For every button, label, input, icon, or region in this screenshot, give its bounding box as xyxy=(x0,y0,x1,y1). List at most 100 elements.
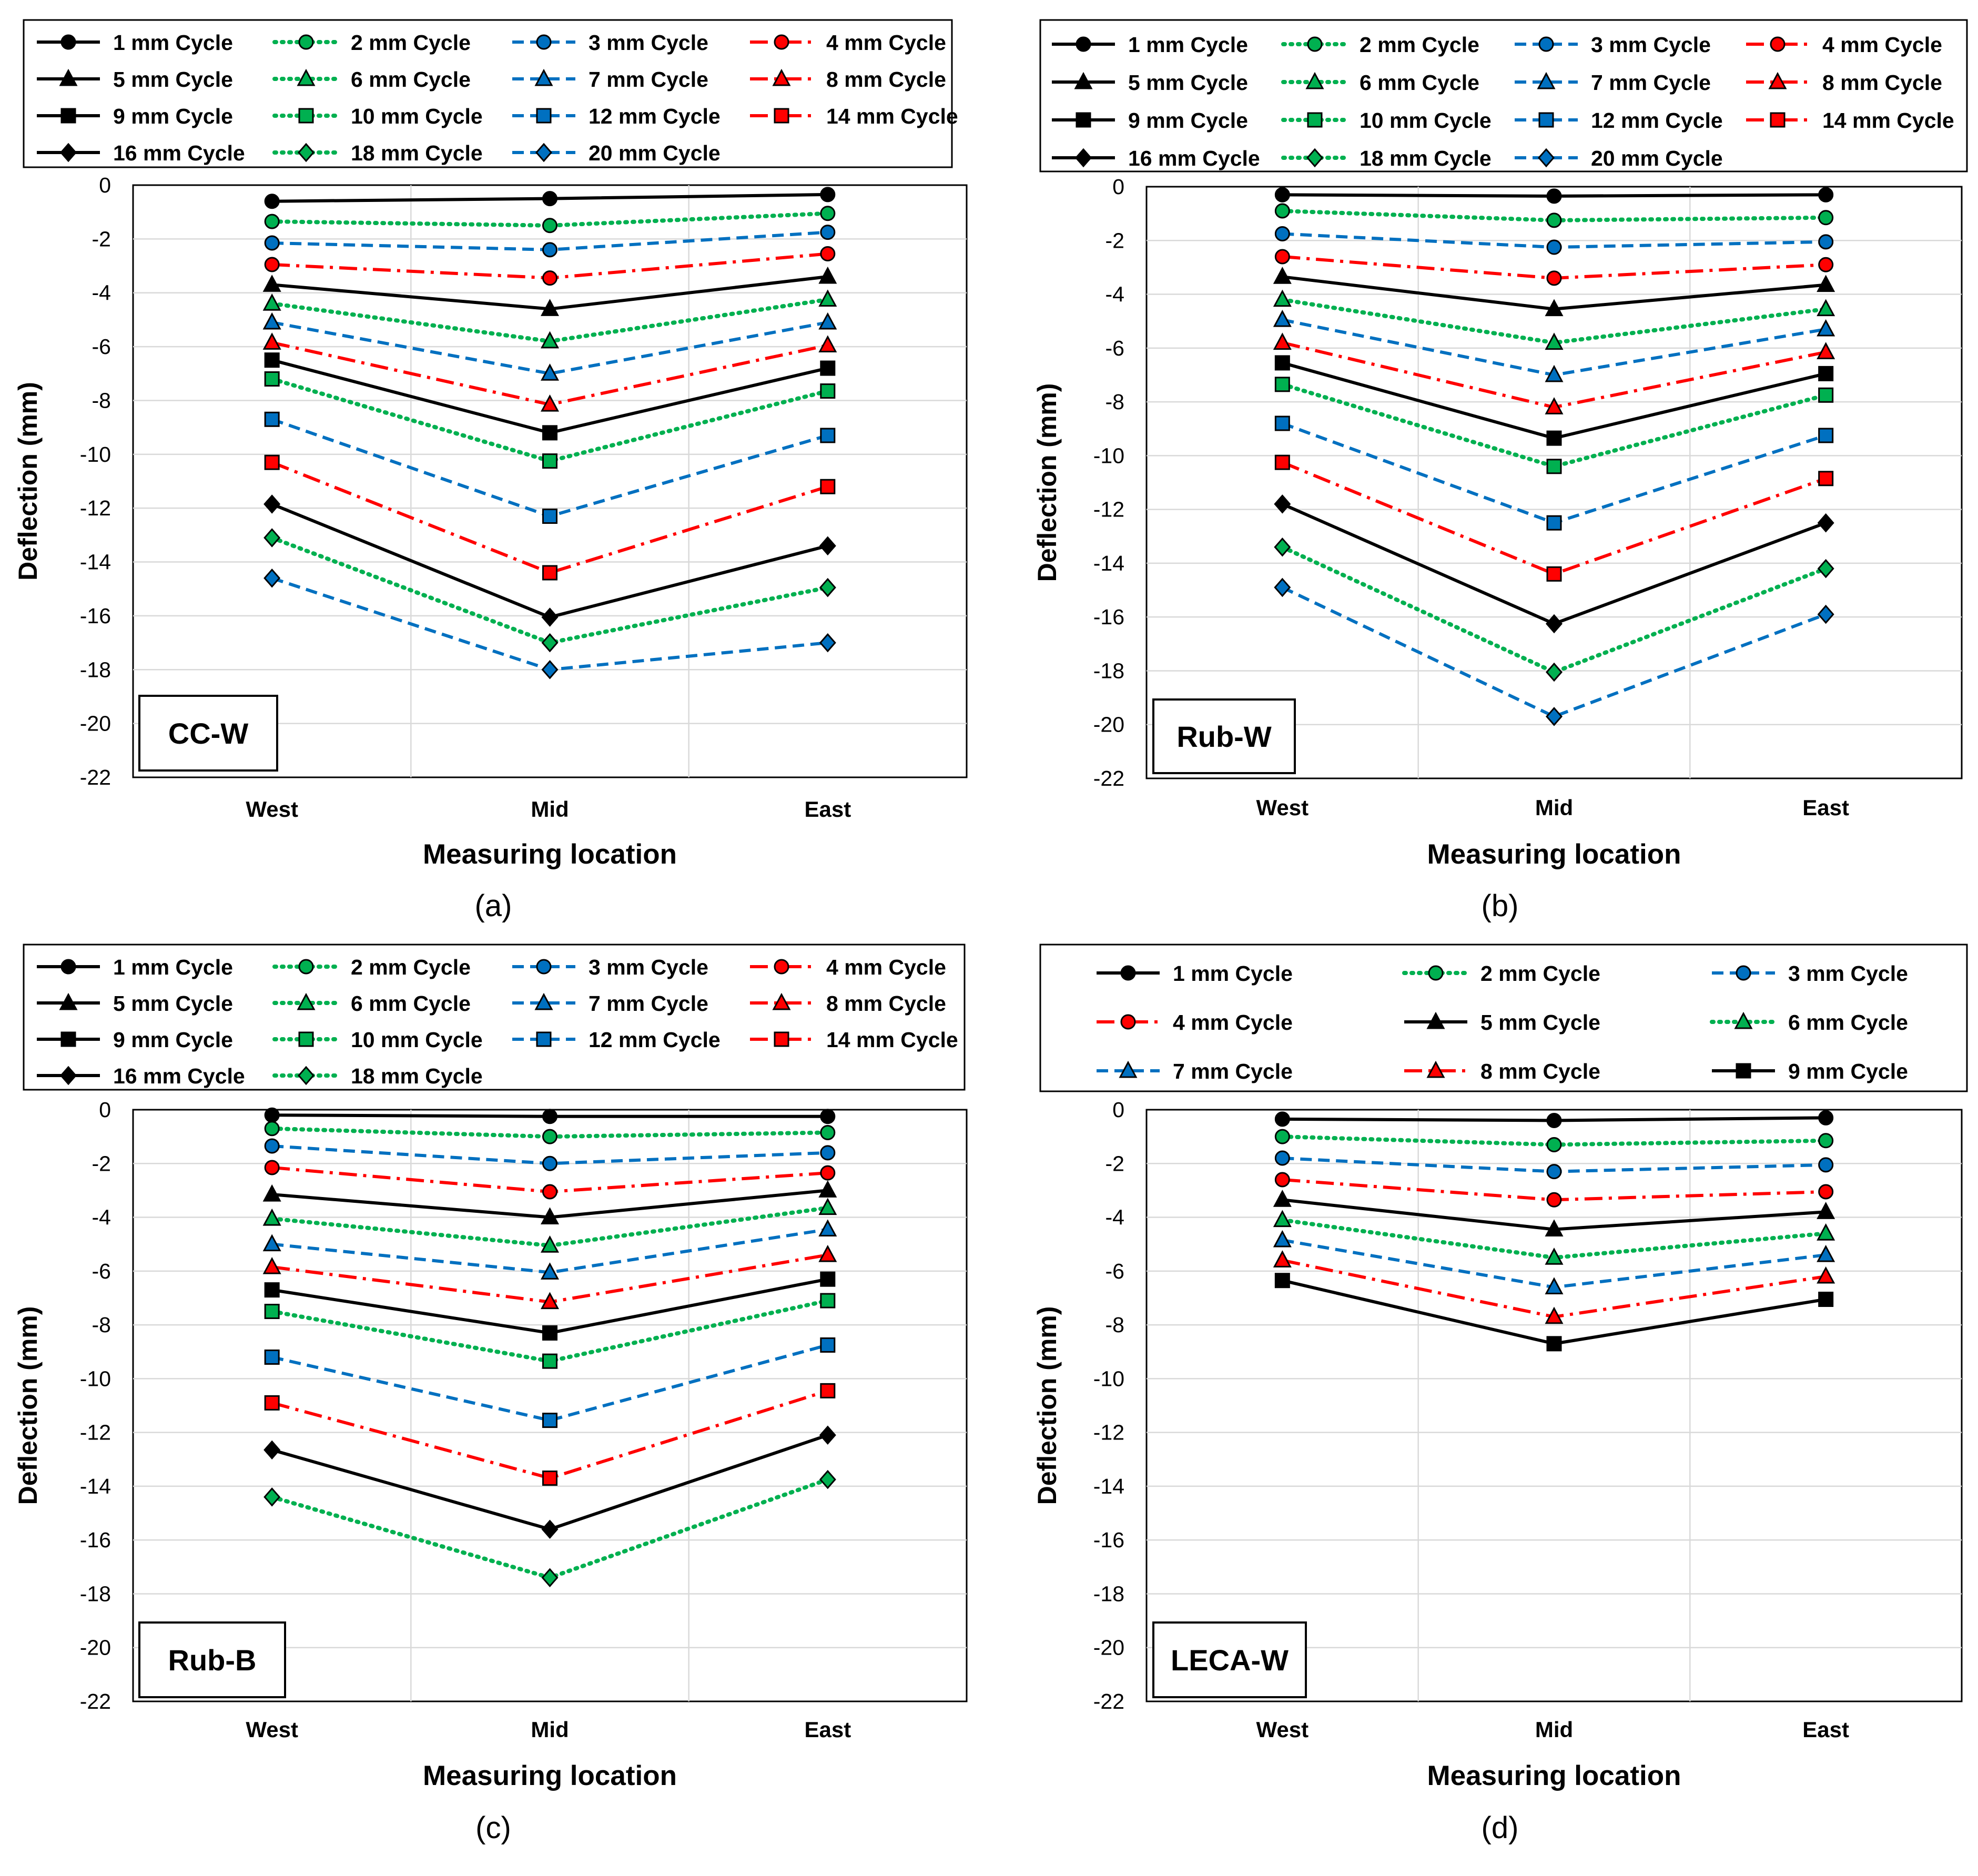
legend-label: 6 mm Cycle xyxy=(351,991,471,1016)
legend-marker xyxy=(1538,148,1555,168)
legend-marker xyxy=(774,34,789,50)
series-18-mm-cycle xyxy=(263,1469,836,1588)
series-7-mm-cycle xyxy=(262,1219,837,1280)
data-point-west xyxy=(1274,1172,1290,1188)
data-point-east xyxy=(1818,428,1834,443)
data-point-west xyxy=(264,454,280,470)
y-tick-label: -2 xyxy=(92,227,111,251)
data-point-west xyxy=(1274,249,1290,265)
x-tick-label-east: East xyxy=(804,797,851,822)
panel-caption: (b) xyxy=(1482,889,1519,923)
legend-label: 14 mm Cycle xyxy=(826,1028,958,1052)
legend-label: 5 mm Cycle xyxy=(113,991,233,1016)
legend-marker xyxy=(1076,112,1091,128)
legend-marker xyxy=(535,143,552,163)
legend-item-8-mm-cycle: 8 mm Cycle xyxy=(750,991,946,1016)
legend-marker xyxy=(1426,1011,1445,1029)
data-point-east xyxy=(818,266,837,284)
data-point-east xyxy=(1818,387,1834,403)
data-point-mid xyxy=(542,1325,557,1341)
data-point-east xyxy=(820,206,836,221)
legend-marker xyxy=(1770,36,1786,52)
legend-label: 18 mm Cycle xyxy=(351,1064,483,1088)
data-point-east xyxy=(818,1180,837,1198)
data-point-mid xyxy=(541,660,559,680)
series-7-mm-cycle xyxy=(1273,1230,1835,1294)
data-point-mid xyxy=(1545,397,1564,414)
y-tick-label: -22 xyxy=(80,1689,111,1713)
data-point-east xyxy=(819,577,836,597)
series-6-mm-cycle xyxy=(262,1198,837,1253)
legend-item-5-mm-cycle: 5 mm Cycle xyxy=(37,991,233,1016)
data-point-west xyxy=(262,1184,281,1202)
data-point-east xyxy=(820,428,836,443)
legend-label: 16 mm Cycle xyxy=(113,1064,245,1088)
legend-item-2-mm-cycle: 2 mm Cycle xyxy=(1281,33,1479,57)
legend-marker xyxy=(536,1031,552,1047)
legend-box xyxy=(23,19,953,168)
legend-marker xyxy=(1736,965,1751,981)
legend-item-20-mm-cycle: 20 mm Cycle xyxy=(512,141,721,165)
y-axis-title: Deflection (mm) xyxy=(13,382,43,581)
y-tick-label: -20 xyxy=(1093,713,1124,737)
data-point-mid xyxy=(1545,1248,1564,1265)
legend-item-8-mm-cycle: 8 mm Cycle xyxy=(1404,1059,1600,1083)
data-point-west xyxy=(262,332,281,350)
legend-marker xyxy=(1537,72,1556,89)
series-10-mm-cycle xyxy=(264,371,836,469)
legend-label: 12 mm Cycle xyxy=(589,1028,721,1052)
series-6-mm-cycle xyxy=(262,289,837,349)
data-point-east xyxy=(818,312,837,330)
series-3-mm-cycle xyxy=(264,225,836,258)
legend-box xyxy=(23,944,966,1091)
data-point-east xyxy=(820,1337,836,1353)
data-point-west xyxy=(1274,1273,1290,1289)
legend-marker xyxy=(60,34,76,50)
y-tick-label: -18 xyxy=(80,657,111,682)
legend-item-5-mm-cycle: 5 mm Cycle xyxy=(1404,1010,1600,1035)
legend-label: 18 mm Cycle xyxy=(1360,146,1492,170)
data-point-west xyxy=(1274,577,1291,597)
data-point-west xyxy=(1274,377,1290,392)
series-1-mm-cycle xyxy=(264,187,836,209)
data-point-east xyxy=(820,360,836,376)
series-4-mm-cycle xyxy=(1274,1172,1834,1208)
data-point-east xyxy=(1818,1110,1834,1125)
legend-marker xyxy=(1768,72,1787,89)
y-tick-label: -6 xyxy=(92,1259,111,1283)
data-point-west xyxy=(1274,494,1291,514)
legend-item-8-mm-cycle: 8 mm Cycle xyxy=(750,67,946,92)
series-5-mm-cycle xyxy=(262,266,837,316)
data-point-mid xyxy=(540,1292,560,1310)
legend-item-9-mm-cycle: 9 mm Cycle xyxy=(1052,108,1248,133)
legend-item-14-mm-cycle: 14 mm Cycle xyxy=(1746,108,1954,133)
legend-label: 8 mm Cycle xyxy=(1480,1059,1600,1083)
data-point-west xyxy=(264,352,280,368)
y-tick-label: -2 xyxy=(1105,228,1124,252)
data-point-west xyxy=(1273,1250,1292,1267)
legend-label: 3 mm Cycle xyxy=(1591,33,1711,57)
data-point-mid xyxy=(1546,459,1562,474)
data-point-east xyxy=(819,633,836,653)
data-point-mid xyxy=(1546,515,1562,531)
y-axis-title: Deflection (mm) xyxy=(1032,1306,1062,1505)
data-point-mid xyxy=(540,363,560,381)
legend-box xyxy=(1039,19,1968,173)
series-line xyxy=(1280,545,1828,675)
legend-marker xyxy=(60,108,76,124)
y-tick-label: -4 xyxy=(92,1205,111,1230)
legend-item-3-mm-cycle: 3 mm Cycle xyxy=(512,955,708,979)
data-point-mid xyxy=(542,1471,557,1486)
y-tick-label: -4 xyxy=(1105,1205,1124,1230)
data-point-west xyxy=(262,1234,281,1252)
data-point-west xyxy=(264,1395,280,1411)
x-axis-title: Measuring location xyxy=(423,1760,677,1791)
series-2-mm-cycle xyxy=(264,206,836,234)
legend-label: 8 mm Cycle xyxy=(826,991,946,1016)
data-point-east xyxy=(820,479,836,494)
legend-label: 8 mm Cycle xyxy=(826,67,946,92)
legend-label: 4 mm Cycle xyxy=(826,955,946,979)
legend-marker xyxy=(60,1031,76,1047)
specimen-label: CC-W xyxy=(138,695,278,772)
data-point-east xyxy=(1817,513,1834,533)
